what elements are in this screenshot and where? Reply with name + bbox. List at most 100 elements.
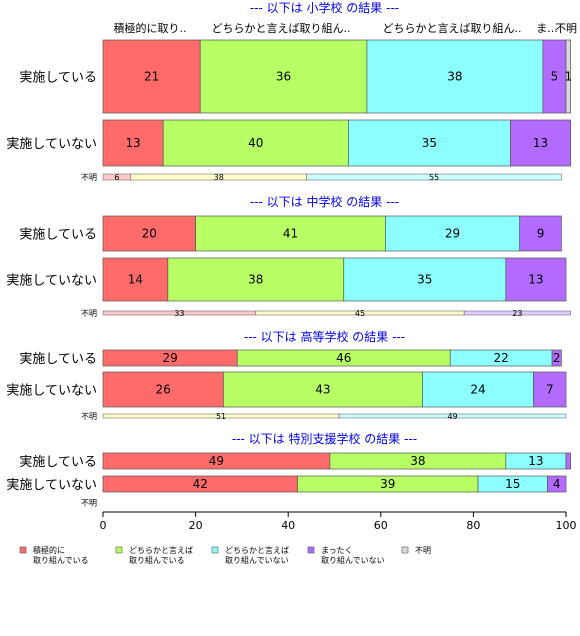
bar-segment <box>199 39 368 114</box>
legend-swatch <box>401 546 409 554</box>
legend-swatch <box>19 546 27 554</box>
data-label: 2 <box>553 351 561 365</box>
bar-segment <box>102 215 196 252</box>
bar-segment <box>422 371 534 408</box>
row-label: 不明 <box>81 499 97 508</box>
data-label: 35 <box>422 136 437 150</box>
data-label: 41 <box>283 227 298 241</box>
data-label: 35 <box>417 273 432 287</box>
row-label: 実施している <box>19 351 97 367</box>
row-label: 実施していない <box>6 136 97 152</box>
data-label: 43 <box>315 383 330 397</box>
category-header: 不明 <box>555 22 577 35</box>
data-label: 9 <box>537 227 545 241</box>
data-label: 46 <box>336 351 351 365</box>
data-label: 51 <box>216 412 226 421</box>
data-label: 22 <box>494 351 509 365</box>
data-label: 49 <box>209 454 224 468</box>
legend-label: 不明 <box>415 546 431 555</box>
data-label: 40 <box>248 136 263 150</box>
data-label: 1 <box>564 70 572 84</box>
bar-segment <box>102 257 169 302</box>
data-label: 6 <box>114 173 119 182</box>
legend-label: 取り組んでいない <box>225 555 289 565</box>
data-label: 13 <box>125 136 140 150</box>
legend-label: まったく <box>321 546 353 555</box>
data-label: 14 <box>128 273 143 287</box>
data-label: 7 <box>546 383 554 397</box>
x-tick-label: 20 <box>189 519 203 532</box>
data-label: 20 <box>142 227 157 241</box>
bar-segment <box>162 119 349 167</box>
bar-segment <box>533 371 567 408</box>
row-label: 実施していない <box>6 477 97 493</box>
row-label: 不明 <box>81 173 97 182</box>
bar-segment <box>102 371 224 408</box>
bar-segment <box>223 371 423 408</box>
data-label: 5 <box>551 70 559 84</box>
bar-segment <box>385 215 521 252</box>
bar-segment <box>167 257 345 302</box>
bar-segment <box>519 215 562 252</box>
bar-segment <box>348 119 511 167</box>
data-label: 29 <box>162 351 177 365</box>
data-label: 38 <box>248 273 263 287</box>
x-tick-label: 60 <box>374 519 388 532</box>
data-label: 26 <box>156 383 171 397</box>
bar-segment <box>338 413 567 419</box>
data-label: 36 <box>276 70 291 84</box>
legend-label: 取り組んでいる <box>129 555 185 565</box>
bar-segment <box>306 173 562 181</box>
data-label: 13 <box>533 136 548 150</box>
legend-label: どちらかと言えば <box>225 545 289 555</box>
row-label: 実施している <box>19 454 97 470</box>
row-label: 不明 <box>81 412 97 421</box>
section-title: --- 以下は 特別支援学校 の結果 --- <box>232 431 417 446</box>
row-label: 不明 <box>81 309 97 318</box>
bar-segment <box>463 310 571 316</box>
section-title: --- 以下は 高等学校 の結果 --- <box>244 329 405 344</box>
bar-segment <box>510 119 571 167</box>
data-label: 38 <box>447 70 462 84</box>
legend-swatch <box>307 546 315 554</box>
data-label: 38 <box>410 454 425 468</box>
bar-segment <box>343 257 507 302</box>
x-tick-label: 80 <box>466 519 480 532</box>
data-label: 55 <box>429 173 439 182</box>
data-label: 24 <box>470 383 485 397</box>
x-tick-label: 40 <box>281 519 295 532</box>
category-header: ま... <box>536 22 558 35</box>
data-label: 42 <box>193 477 208 491</box>
data-label: 13 <box>528 273 543 287</box>
row-label: 実施している <box>19 227 97 243</box>
section-title: --- 以下は 小学校 の結果 --- <box>250 0 399 15</box>
bar-segment <box>565 39 571 114</box>
data-label: 45 <box>355 309 365 318</box>
bar-segment <box>565 452 571 470</box>
data-label: 13 <box>528 454 543 468</box>
bar-segment <box>505 257 567 302</box>
row-label: 実施していない <box>6 383 97 399</box>
row-label: 実施している <box>19 70 97 86</box>
legend-swatch <box>211 546 219 554</box>
category-header: どちらかと言えば取り組ん.. <box>383 22 522 35</box>
legend-label: 取り組んでいない <box>321 555 385 565</box>
category-header: 積極的に取り.. <box>114 21 187 35</box>
bar-segment <box>547 475 567 493</box>
data-label: 15 <box>505 477 520 491</box>
data-label: 23 <box>512 309 522 318</box>
legend-label: 積極的に <box>33 545 65 555</box>
data-label: 4 <box>553 477 561 491</box>
data-label: 39 <box>380 477 395 491</box>
section-title: --- 以下は 中学校 の結果 --- <box>250 194 399 209</box>
x-tick-label: 100 <box>556 519 577 532</box>
data-label: 33 <box>174 309 184 318</box>
category-header: どちらかと言えば取り組ん.. <box>212 22 351 35</box>
legend-label: どちらかと言えば <box>129 545 193 555</box>
data-label: 29 <box>445 227 460 241</box>
row-label: 実施していない <box>6 273 97 289</box>
bar-segment <box>551 349 562 367</box>
data-label: 21 <box>144 70 159 84</box>
legend-label: 取り組んでいる <box>33 555 89 565</box>
